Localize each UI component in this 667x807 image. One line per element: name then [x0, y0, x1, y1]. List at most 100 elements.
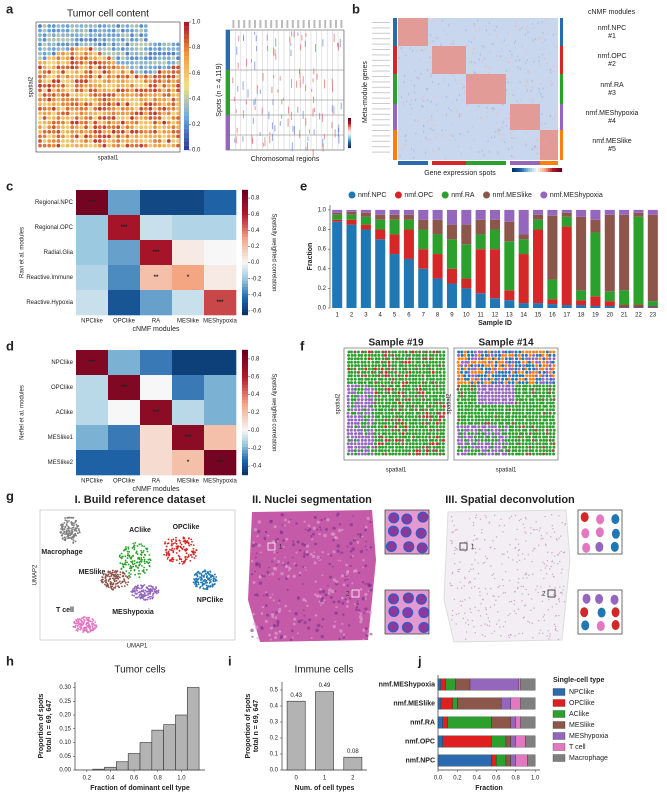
spatial-spot: [79, 111, 84, 116]
spatial-spot: [498, 425, 502, 429]
spatial-spot: [125, 134, 130, 139]
spatial-spot: [134, 111, 139, 116]
bar-segment: [633, 212, 644, 217]
module-noise: [405, 139, 407, 142]
spatial-spot: [425, 367, 429, 371]
spatial-spot: [111, 106, 116, 111]
umap-cell: [209, 581, 212, 583]
spatial-spot: [514, 377, 518, 381]
spatial-spot: [415, 425, 419, 429]
spatial-spot: [422, 449, 426, 453]
he-texture: [277, 560, 281, 564]
spatial-spot: [377, 428, 381, 432]
colorbar-tick-label: -0.4: [251, 292, 262, 298]
spatial-spot: [538, 364, 542, 368]
module-stripe-right: [560, 74, 563, 104]
spatial-spot: [157, 51, 162, 56]
heat-cell: [76, 400, 109, 426]
spatial-spot: [61, 125, 65, 130]
he-texture: [369, 588, 373, 592]
axis-label: spatial1: [496, 468, 517, 474]
spatial-spot: [548, 438, 552, 442]
umap-cell: [101, 581, 104, 584]
module-noise: [454, 79, 456, 82]
spatial-spot: [401, 391, 405, 395]
spatial-spot: [415, 370, 419, 374]
x-tick-label: 2: [350, 313, 354, 319]
spatial-spot: [51, 139, 56, 143]
module-noise: [422, 96, 424, 99]
spatial-spot: [414, 377, 418, 381]
spatial-spot: [476, 381, 480, 385]
spatial-spot: [438, 357, 442, 361]
spatial-spot: [497, 408, 501, 412]
spatial-spot: [88, 24, 93, 28]
umap-cell: [175, 539, 177, 541]
heat-cell: [204, 265, 237, 291]
spatial-spot: [460, 449, 464, 453]
spatial-spot: [504, 394, 508, 398]
umap-cell: [133, 546, 136, 549]
module-noise: [452, 101, 454, 104]
spatial-spot: [363, 364, 367, 368]
spatial-spot: [111, 79, 116, 84]
colorbar-step: [242, 189, 248, 194]
umap-cell: [157, 591, 160, 594]
spatial-spot: [524, 384, 528, 388]
spatial-spot: [130, 111, 134, 116]
bar-segment: [375, 219, 386, 230]
heat-cell: [204, 290, 237, 316]
spatial-spot: [107, 116, 111, 120]
module-noise: [470, 60, 472, 63]
umap-cell: [107, 584, 110, 587]
module-noise: [432, 40, 434, 43]
spatial-spot: [428, 391, 432, 395]
spatial-spot: [500, 411, 504, 415]
module-stripe-left: [393, 46, 397, 74]
umap-cell: [143, 562, 146, 565]
spatial-spot: [398, 438, 402, 442]
spatial-spot: [166, 56, 171, 61]
spatial-spot: [388, 398, 392, 402]
spatial-spot: [438, 364, 442, 368]
cnv-signal: [274, 125, 276, 132]
spatial-spot: [414, 408, 418, 412]
he-texture: [358, 611, 360, 614]
spatial-spot: [497, 418, 501, 422]
spatial-spot: [116, 97, 121, 102]
spatial-spot: [70, 143, 75, 148]
module-noise: [420, 98, 422, 101]
spatial-spot: [107, 37, 111, 42]
cnv-chrom-tag: [313, 20, 316, 28]
umap-cell: [63, 528, 66, 531]
spatial-spot: [79, 88, 84, 93]
colorbar-tick-label: 1.0: [192, 20, 201, 26]
spatial-spot: [148, 139, 153, 143]
cnv-signal: [338, 135, 340, 144]
spatial-spot: [521, 418, 525, 422]
spatial-spot: [391, 353, 395, 357]
spatial-spot: [367, 452, 371, 456]
spatial-spot: [521, 449, 525, 453]
spatial-spot: [535, 442, 539, 446]
he-texture: [314, 613, 318, 617]
spatial-spot: [480, 394, 484, 398]
spatial-spot: [398, 350, 402, 354]
module-noise: [425, 151, 427, 154]
module-noise: [497, 128, 499, 131]
he-texture: [342, 613, 345, 616]
umap-cell: [210, 574, 213, 577]
module-noise: [545, 18, 547, 21]
module-stripe-bottom: [510, 161, 540, 165]
bar-segment: [389, 234, 400, 255]
module-noise: [532, 22, 534, 25]
spatial-spot: [397, 421, 401, 425]
spatial-spot: [491, 432, 495, 436]
he-texture: [305, 569, 307, 572]
row-label: AClike: [56, 410, 74, 416]
spatial-spot: [515, 404, 519, 408]
module-noise: [478, 150, 480, 153]
he-texture: [345, 563, 348, 567]
spatial-spot: [370, 391, 374, 395]
spatial-spot: [532, 452, 536, 456]
